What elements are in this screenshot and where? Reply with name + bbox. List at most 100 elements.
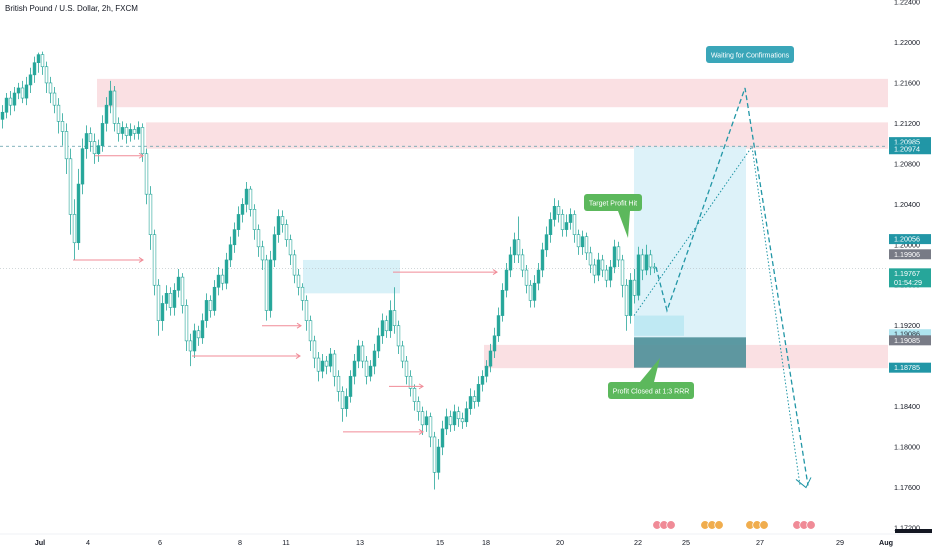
candle-body — [320, 360, 325, 372]
candle-body — [448, 416, 453, 426]
x-tick-label: Aug — [879, 538, 893, 547]
candle-body — [288, 239, 293, 256]
candle-body — [24, 84, 29, 99]
candle-body — [384, 320, 389, 332]
candle-body — [364, 360, 369, 377]
candle-body — [512, 239, 517, 256]
candle-body — [536, 269, 541, 284]
y-tick-label: 1.18000 — [894, 443, 920, 452]
candle-body — [56, 104, 61, 122]
candle-body — [376, 335, 381, 352]
liquidity-arrow — [418, 428, 424, 435]
y-tick-label: 1.20400 — [894, 200, 920, 209]
liquidity-arrow — [295, 353, 301, 359]
candle-body — [396, 325, 401, 347]
candle-body — [76, 183, 81, 244]
candle-body — [180, 276, 185, 306]
price-tag — [889, 268, 931, 288]
candle-body — [232, 229, 237, 246]
price-tag-countdown: 01:54:29 — [894, 278, 922, 287]
candle-body — [0, 111, 5, 120]
candle-body — [400, 345, 405, 362]
candle-body — [48, 82, 53, 94]
x-tick-label: 6 — [158, 538, 162, 547]
event-marker — [666, 520, 676, 530]
annotation-waiting-box — [706, 46, 794, 63]
candle-body — [576, 234, 581, 248]
candle-body — [340, 391, 345, 409]
candle-body — [412, 388, 417, 402]
candle-body — [524, 269, 529, 286]
candle-body — [248, 188, 253, 210]
candle-body — [572, 214, 577, 235]
candle-body — [452, 411, 457, 426]
x-tick-label: 11 — [282, 538, 289, 547]
candle-body — [444, 416, 449, 430]
candle-body — [236, 214, 241, 230]
candle-body — [136, 127, 141, 134]
candle-body — [612, 246, 617, 268]
candle-body — [408, 375, 413, 389]
candle-body — [492, 335, 497, 352]
candle-body — [528, 284, 533, 301]
candle-body — [100, 123, 105, 146]
price-tag — [889, 335, 931, 346]
candle-body — [420, 411, 425, 426]
x-tick-label: 29 — [836, 538, 844, 547]
candle-body — [356, 345, 361, 362]
candle-body — [60, 121, 65, 132]
x-tick-label: 4 — [86, 538, 90, 547]
event-marker — [714, 520, 724, 530]
candle-body — [416, 401, 421, 412]
y-tick-label: 1.21600 — [894, 78, 920, 87]
candle-body — [508, 254, 513, 271]
price-tag-label: 1.19906 — [894, 250, 920, 259]
candle-body — [540, 249, 545, 271]
price-tag-label: 1.19767 — [894, 269, 920, 278]
annotation-target-hit-text: Target Profit Hit — [589, 201, 637, 208]
annotation-profit-closed-box — [608, 382, 694, 399]
candle-body — [480, 375, 485, 385]
candle-body — [428, 416, 433, 438]
candle-body — [456, 411, 461, 420]
y-tick-label: 1.17600 — [894, 483, 920, 492]
candle-body — [264, 259, 269, 311]
candle-body — [592, 264, 597, 276]
x-tick-label: 25 — [682, 538, 690, 547]
liquidity-arrow — [296, 322, 302, 329]
demand-box — [303, 259, 400, 294]
resistance-zone — [97, 78, 891, 108]
projection-arrowhead — [795, 477, 812, 489]
candle-body — [72, 214, 77, 244]
candle-body — [204, 300, 209, 321]
candle-body — [244, 188, 249, 205]
candle-body — [488, 350, 493, 367]
candle-body — [520, 254, 525, 271]
candle-body — [516, 239, 521, 256]
candle-body — [436, 446, 441, 473]
candle-body — [312, 340, 317, 359]
candle-body — [140, 127, 145, 155]
time-axis — [0, 534, 888, 550]
x-tick-label: 18 — [482, 538, 490, 547]
candle-body — [380, 320, 385, 337]
candle-body — [216, 274, 221, 288]
candle-body — [176, 276, 181, 291]
candle-body — [120, 127, 125, 134]
candle-body — [172, 289, 177, 308]
x-tick-label: 22 — [634, 538, 642, 547]
drawings-layer: Waiting for Confirmations Target Profit H… — [73, 46, 812, 489]
candle-body — [388, 310, 393, 332]
candle-body — [544, 234, 549, 251]
candle-body — [304, 300, 309, 321]
candle-body — [532, 282, 537, 301]
candle-body — [152, 234, 157, 286]
candle-body — [168, 293, 173, 308]
x-tick-label: 8 — [238, 538, 242, 547]
liquidity-arrow — [138, 257, 144, 263]
candle-body — [552, 206, 557, 220]
candle-body — [124, 127, 129, 136]
annotation-waiting: Waiting for Confirmations — [706, 46, 794, 63]
candle-body — [192, 330, 197, 352]
